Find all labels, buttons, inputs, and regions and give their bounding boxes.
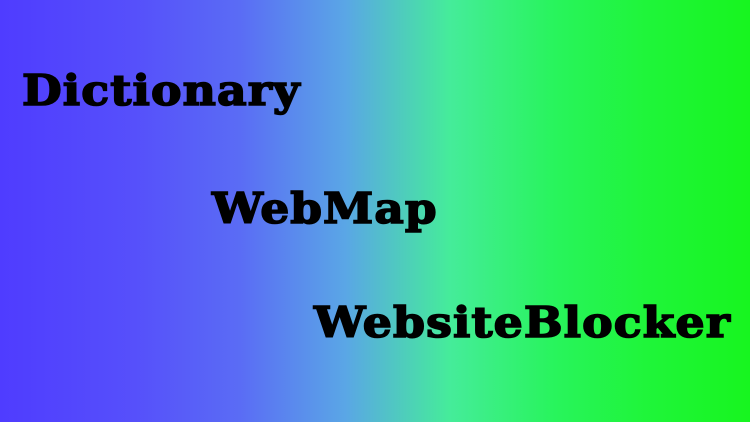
label-dictionary: Dictionary (21, 66, 301, 115)
label-websiteblocker: WebsiteBlocker (313, 298, 731, 347)
label-webmap: WebMap (211, 184, 438, 233)
